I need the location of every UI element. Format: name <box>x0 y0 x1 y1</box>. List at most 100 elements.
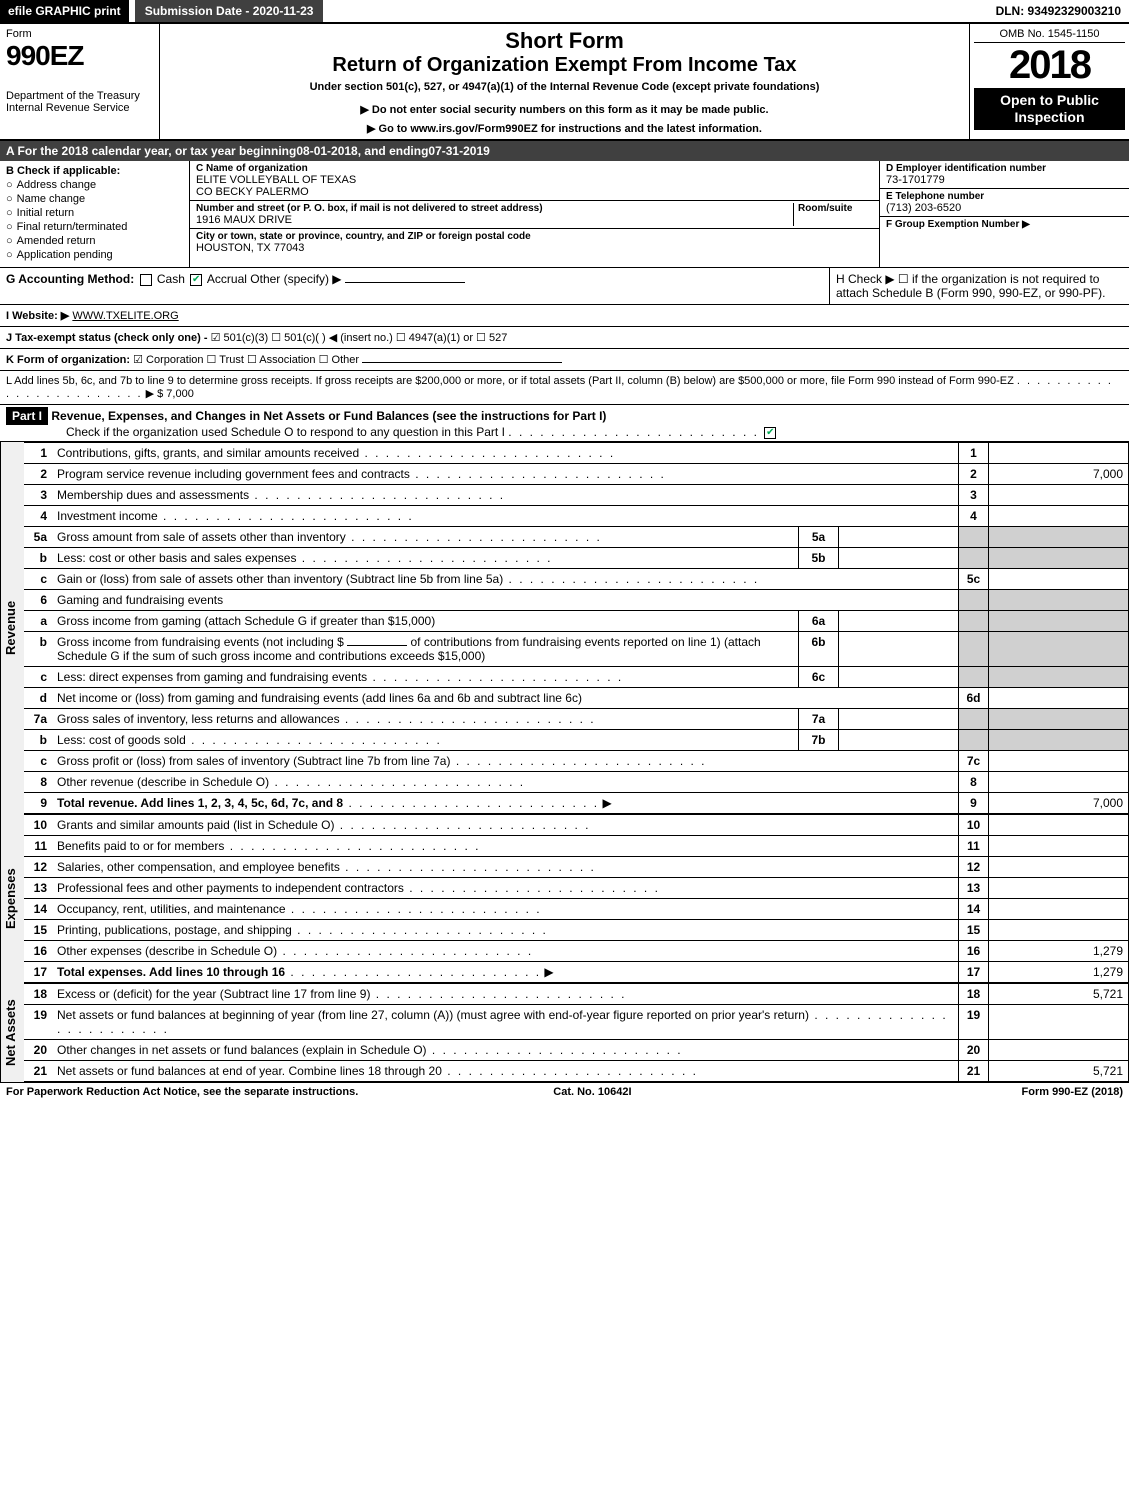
efile-print-button[interactable]: efile GRAPHIC print <box>0 0 129 22</box>
line-box: 20 <box>959 1040 989 1061</box>
line-num: 21 <box>24 1061 52 1082</box>
line-amt <box>989 836 1129 857</box>
form-subtitle: Under section 501(c), 527, or 4947(a)(1)… <box>166 81 963 93</box>
line-20: 20Other changes in net assets or fund ba… <box>24 1040 1129 1061</box>
line-amt <box>989 857 1129 878</box>
submission-date-label: Submission Date - 2020-11-23 <box>135 0 324 22</box>
section-k: K Form of organization: ☑ Corporation ☐ … <box>0 349 1129 371</box>
line-box: 13 <box>959 878 989 899</box>
website-link[interactable]: WWW.TXELITE.ORG <box>72 310 178 322</box>
line-subbox: 7b <box>799 730 839 751</box>
part1-check-note: Check if the organization used Schedule … <box>66 425 505 439</box>
revenue-vertical-label: Revenue <box>0 442 24 814</box>
city-label: City or town, state or province, country… <box>196 231 873 242</box>
line-subbox: 7a <box>799 709 839 730</box>
line-desc: Benefits paid to or for members <box>57 839 224 853</box>
line-6c: c Less: direct expenses from gaming and … <box>24 667 1129 688</box>
line-box: 5c <box>959 569 989 590</box>
check-cash[interactable] <box>140 274 152 286</box>
line-box: 21 <box>959 1061 989 1082</box>
info-row: B Check if applicable: Address change Na… <box>0 161 1129 268</box>
line-desc: Less: direct expenses from gaming and fu… <box>57 670 367 684</box>
line-8: 8 Other revenue (describe in Schedule O)… <box>24 772 1129 793</box>
part1-header-row: Part I Revenue, Expenses, and Changes in… <box>0 405 1129 442</box>
line-box-shade <box>959 590 989 611</box>
check-amended-return[interactable]: Amended return <box>6 235 183 247</box>
instructions-link[interactable]: ▶ Go to www.irs.gov/Form990EZ for instru… <box>166 122 963 135</box>
line-desc: Other revenue (describe in Schedule O) <box>57 775 269 789</box>
form-org-other-input[interactable] <box>362 362 562 363</box>
period-prefix: A For the 2018 calendar year, or tax yea… <box>6 144 296 158</box>
line-num: b <box>24 632 52 667</box>
cash-label: Cash <box>157 272 185 286</box>
dln-label: DLN: 93492329003210 <box>988 0 1129 22</box>
part1-checkbox[interactable] <box>764 427 776 439</box>
line-amt <box>989 688 1129 709</box>
form-number: 990EZ <box>6 40 153 72</box>
dots-filler <box>508 425 759 439</box>
line-amt <box>989 772 1129 793</box>
line-5c: c Gain or (loss) from sale of assets oth… <box>24 569 1129 590</box>
section-c: C Name of organization ELITE VOLLEYBALL … <box>190 161 879 267</box>
telephone-value: (713) 203-6520 <box>886 202 1123 214</box>
expenses-section: Expenses 10Grants and similar amounts pa… <box>0 814 1129 983</box>
form-org-options[interactable]: ☑ Corporation ☐ Trust ☐ Association ☐ Ot… <box>133 354 359 366</box>
line-desc: Professional fees and other payments to … <box>57 881 404 895</box>
check-final-return[interactable]: Final return/terminated <box>6 221 183 233</box>
line-amt <box>989 751 1129 772</box>
line-desc: Gross sales of inventory, less returns a… <box>57 712 340 726</box>
check-application-pending[interactable]: Application pending <box>6 249 183 261</box>
line-desc: Less: cost of goods sold <box>57 733 186 747</box>
line-box: 9 <box>959 793 989 814</box>
check-accrual[interactable] <box>190 274 202 286</box>
line-num: 12 <box>24 857 52 878</box>
short-form-title: Short Form <box>166 28 963 54</box>
line-7c: c Gross profit or (loss) from sales of i… <box>24 751 1129 772</box>
line-desc: Net income or (loss) from gaming and fun… <box>52 688 959 709</box>
line-subbox: 5b <box>799 548 839 569</box>
line-amt: 7,000 <box>989 464 1129 485</box>
line-14: 14Occupancy, rent, utilities, and mainte… <box>24 899 1129 920</box>
section-l-amount: ▶ $ 7,000 <box>146 388 194 400</box>
line-num: 19 <box>24 1005 52 1040</box>
line-box: 16 <box>959 941 989 962</box>
group-exemption-label: F Group Exemption Number ▶ <box>886 219 1123 230</box>
header-right: OMB No. 1545-1150 2018 Open to Public In… <box>969 24 1129 139</box>
tax-period-row: A For the 2018 calendar year, or tax yea… <box>0 141 1129 161</box>
line-num: b <box>24 730 52 751</box>
form-title: Return of Organization Exempt From Incom… <box>166 54 963 77</box>
line-16: 16Other expenses (describe in Schedule O… <box>24 941 1129 962</box>
line-18: 18Excess or (deficit) for the year (Subt… <box>24 984 1129 1005</box>
header-left: Form 990EZ Department of the Treasury In… <box>0 24 160 139</box>
netassets-table: 18Excess or (deficit) for the year (Subt… <box>24 983 1129 1082</box>
line-amt: 5,721 <box>989 984 1129 1005</box>
line-num: 17 <box>24 962 52 983</box>
contributions-input[interactable] <box>347 645 407 646</box>
line-15: 15Printing, publications, postage, and s… <box>24 920 1129 941</box>
other-specify-input[interactable] <box>345 282 465 283</box>
check-initial-return[interactable]: Initial return <box>6 207 183 219</box>
line-box-shade <box>959 527 989 548</box>
line-box: 8 <box>959 772 989 793</box>
ein-label: D Employer identification number <box>886 163 1123 174</box>
tax-exempt-options[interactable]: ☑ 501(c)(3) ☐ 501(c)( ) ◀ (insert no.) ☐… <box>211 332 508 344</box>
check-name-change[interactable]: Name change <box>6 193 183 205</box>
line-amt <box>989 569 1129 590</box>
line-subbox: 5a <box>799 527 839 548</box>
line-desc: Total expenses. Add lines 10 through 16 <box>57 965 285 979</box>
line-5a: 5a Gross amount from sale of assets othe… <box>24 527 1129 548</box>
tax-exempt-label: J Tax-exempt status (check only one) - <box>6 332 208 344</box>
part1-label: Part I <box>6 407 48 425</box>
line-box: 4 <box>959 506 989 527</box>
line-num: 18 <box>24 984 52 1005</box>
revenue-table: 1 Contributions, gifts, grants, and simi… <box>24 442 1129 814</box>
section-l-text: L Add lines 5b, 6c, and 7b to line 9 to … <box>6 375 1014 387</box>
tax-year: 2018 <box>974 43 1125 88</box>
line-num: 10 <box>24 815 52 836</box>
footer: For Paperwork Reduction Act Notice, see … <box>0 1082 1129 1101</box>
line-amt-shade <box>989 667 1129 688</box>
section-h-text: H Check ▶ ☐ if the organization is not r… <box>836 272 1105 300</box>
line-13: 13 Professional fees and other payments t… <box>24 878 1129 899</box>
check-address-change[interactable]: Address change <box>6 179 183 191</box>
line-num: b <box>24 548 52 569</box>
